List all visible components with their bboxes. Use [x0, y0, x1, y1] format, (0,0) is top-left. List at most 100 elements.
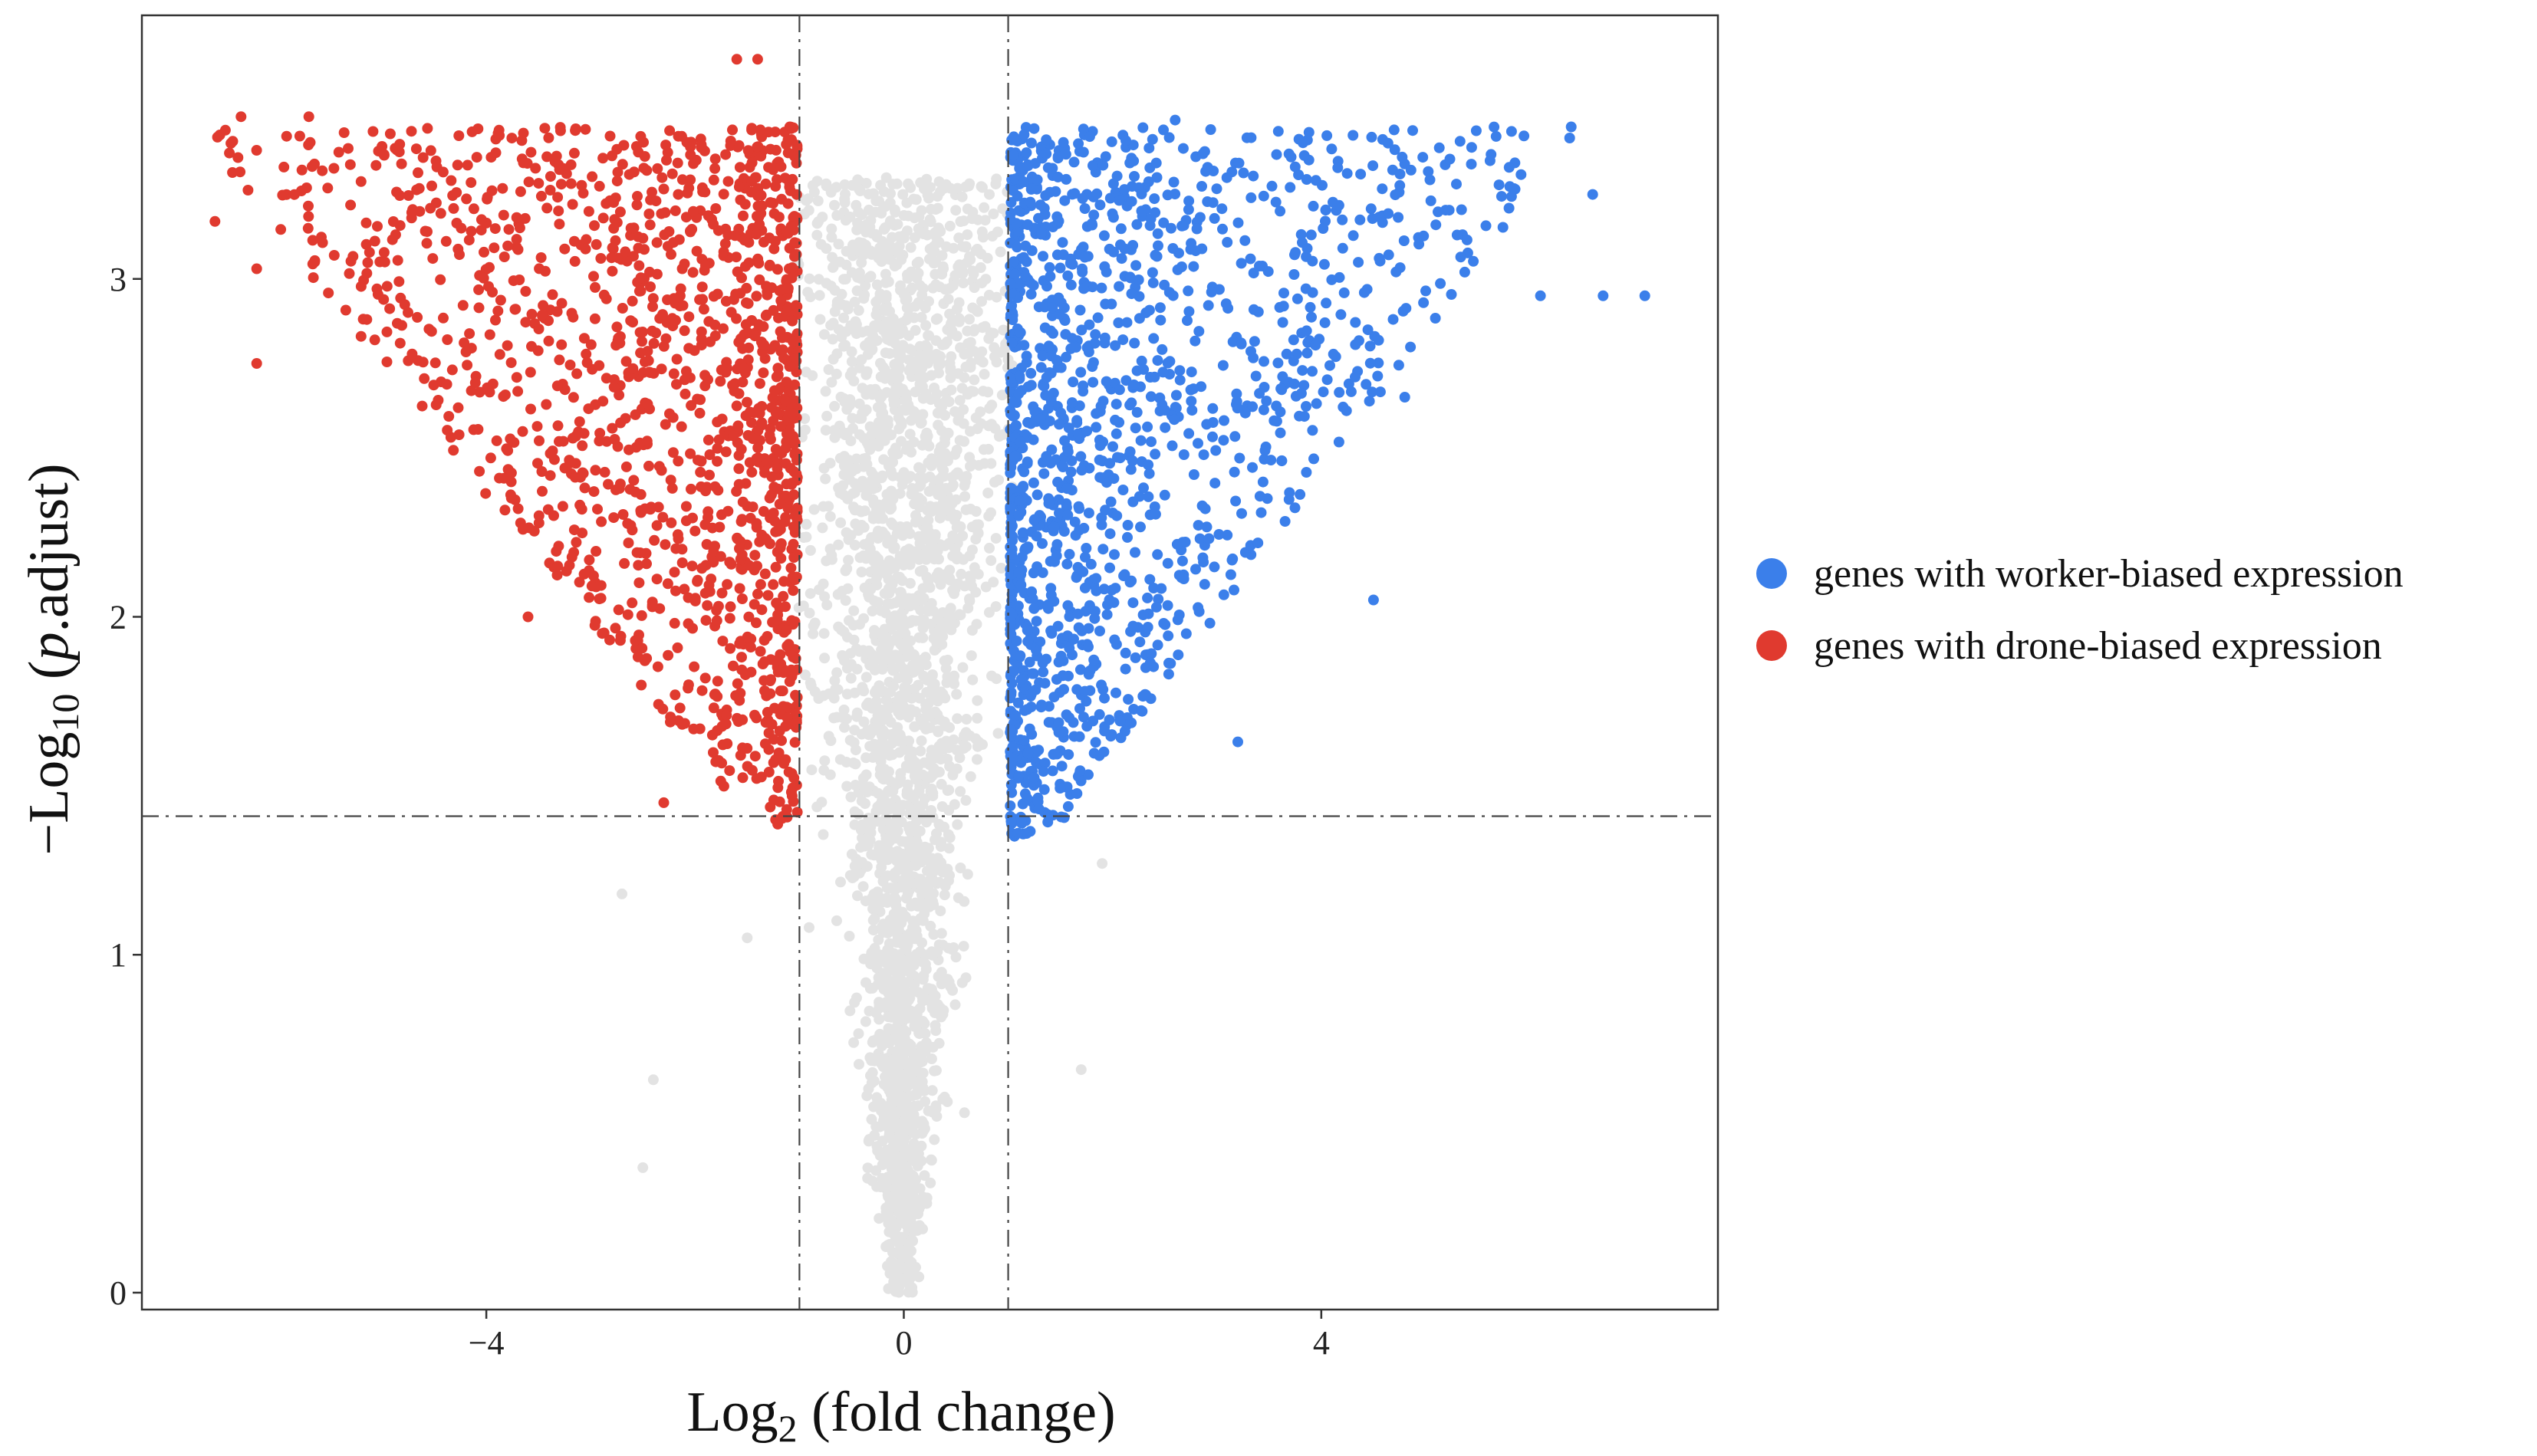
non-significant-point — [913, 632, 925, 643]
drone-biased-point — [556, 339, 568, 350]
drone-biased-point — [689, 345, 700, 357]
drone-biased-point — [594, 428, 606, 439]
non-significant-point — [930, 706, 941, 718]
non-significant-point — [938, 471, 949, 482]
drone-biased-point — [511, 212, 522, 223]
drone-biased-point — [442, 334, 453, 345]
worker-biased-point — [1075, 366, 1087, 378]
non-significant-point — [907, 1142, 918, 1153]
drone-biased-point — [578, 333, 590, 344]
non-significant-point — [898, 404, 910, 416]
non-significant-point — [875, 1097, 887, 1109]
drone-biased-point — [559, 243, 571, 255]
drone-biased-point — [639, 244, 650, 255]
drone-biased-point — [651, 574, 663, 585]
non-significant-point — [972, 695, 983, 706]
drone-biased-point — [634, 327, 646, 338]
non-significant-point — [860, 404, 872, 416]
non-significant-point — [846, 346, 857, 357]
non-significant-point — [889, 204, 900, 215]
non-significant-point — [935, 225, 946, 237]
drone-biased-point — [705, 336, 716, 347]
drone-biased-point — [328, 250, 340, 261]
drone-biased-point — [459, 337, 470, 349]
non-significant-point — [818, 829, 829, 840]
drone-biased-point — [491, 435, 502, 446]
non-significant-point — [841, 757, 852, 767]
drone-biased-point — [475, 214, 487, 225]
non-significant-point — [844, 931, 855, 942]
non-significant-point — [913, 785, 925, 797]
non-significant-point — [991, 173, 1002, 185]
drone-biased-point — [636, 610, 647, 621]
drone-biased-point — [627, 295, 638, 307]
drone-biased-point — [724, 765, 735, 777]
non-significant-point — [831, 210, 843, 221]
non-significant-point — [909, 1100, 920, 1112]
non-significant-point — [831, 368, 842, 380]
drone-biased-point — [775, 161, 787, 173]
drone-biased-point — [712, 416, 723, 428]
worker-biased-point — [1083, 508, 1094, 519]
worker-biased-point — [1209, 561, 1220, 573]
non-significant-point — [966, 357, 977, 369]
non-significant-point — [880, 292, 892, 304]
non-significant-point — [966, 544, 978, 556]
non-significant-point — [898, 663, 910, 675]
non-significant-point — [965, 771, 976, 782]
drone-biased-point — [775, 326, 786, 337]
worker-biased-point — [1135, 521, 1146, 533]
worker-biased-point — [1466, 142, 1477, 153]
non-significant-point — [899, 682, 910, 693]
non-significant-point — [902, 888, 913, 899]
worker-biased-point — [1236, 258, 1247, 269]
drone-biased-point — [717, 739, 729, 751]
drone-biased-point — [592, 504, 603, 515]
non-significant-point — [866, 947, 877, 958]
drone-biased-point — [587, 171, 598, 182]
non-significant-point — [905, 934, 916, 945]
worker-biased-point — [1186, 405, 1198, 416]
non-significant-point — [933, 398, 945, 409]
drone-biased-point — [754, 408, 765, 419]
non-significant-point — [962, 338, 973, 350]
non-significant-point — [858, 716, 870, 728]
worker-biased-point — [1196, 181, 1207, 192]
non-significant-point — [854, 267, 865, 278]
drone-biased-point — [764, 260, 775, 271]
worker-biased-point — [1155, 314, 1166, 326]
worker-biased-point — [1350, 317, 1361, 328]
non-significant-point — [986, 507, 996, 518]
non-significant-point — [839, 721, 850, 733]
drone-biased-point — [567, 432, 578, 444]
drone-biased-point — [472, 424, 484, 435]
non-significant-point — [863, 1135, 874, 1146]
worker-biased-point — [1142, 622, 1153, 633]
non-significant-point — [818, 501, 829, 512]
drone-biased-point — [411, 184, 423, 196]
drone-biased-point — [548, 510, 559, 521]
non-significant-point — [972, 712, 983, 724]
worker-biased-point — [1092, 312, 1104, 324]
non-significant-point — [896, 419, 907, 431]
non-significant-point — [869, 320, 880, 331]
drone-biased-point — [765, 197, 776, 209]
non-significant-point — [933, 446, 945, 458]
non-significant-point — [861, 1090, 873, 1102]
worker-biased-point — [1094, 454, 1105, 465]
drone-biased-point — [758, 635, 770, 646]
non-significant-point — [886, 1163, 897, 1175]
non-significant-point — [929, 645, 940, 656]
worker-biased-point — [1091, 422, 1102, 433]
drone-biased-point — [650, 327, 662, 339]
worker-biased-point — [1039, 322, 1051, 334]
drone-biased-point — [526, 308, 538, 320]
drone-biased-point — [453, 130, 465, 141]
drone-biased-point — [535, 190, 547, 202]
drone-biased-point — [651, 520, 663, 531]
worker-biased-point — [1105, 496, 1117, 508]
non-significant-point — [856, 354, 867, 366]
drone-biased-point — [756, 604, 768, 616]
worker-biased-point — [1211, 183, 1222, 195]
non-significant-point — [900, 943, 911, 955]
